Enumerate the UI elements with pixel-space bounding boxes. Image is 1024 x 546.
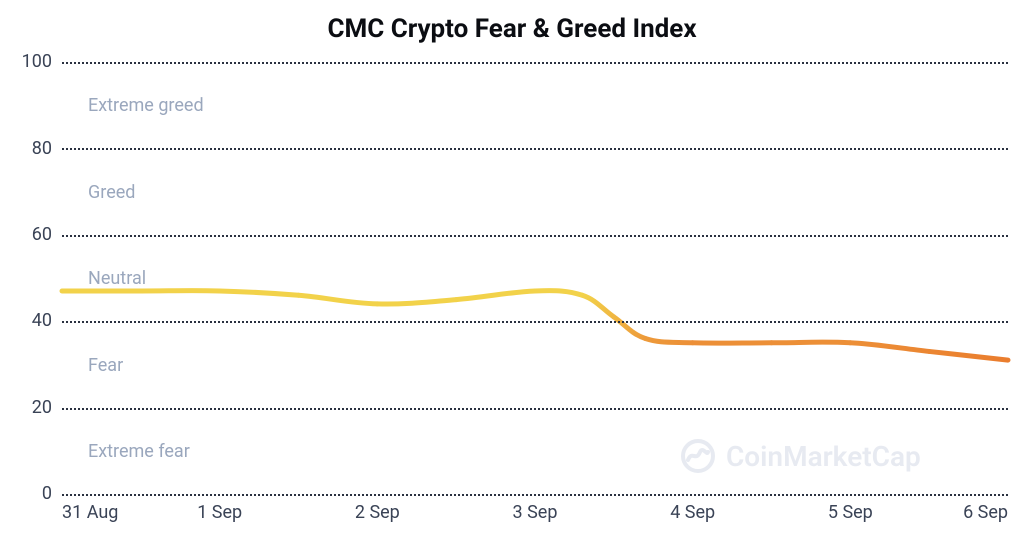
x-tick-label: 5 Sep bbox=[828, 502, 873, 523]
x-tick-label: 31 Aug bbox=[62, 502, 118, 523]
band-label: Fear bbox=[88, 355, 123, 376]
series-segment bbox=[614, 317, 646, 339]
gridline bbox=[62, 494, 1008, 496]
y-tick-label: 20 bbox=[32, 397, 52, 418]
series-segment bbox=[645, 338, 692, 342]
chart-title: CMC Crypto Fear & Greed Index bbox=[0, 14, 1024, 44]
plot-area bbox=[62, 62, 1008, 494]
x-tick-label: 4 Sep bbox=[670, 502, 715, 523]
y-tick-label: 100 bbox=[22, 51, 52, 72]
series-segment bbox=[850, 343, 929, 352]
series-segment bbox=[772, 342, 851, 343]
series-segment bbox=[299, 295, 378, 304]
gridline bbox=[62, 62, 1008, 64]
band-label: Greed bbox=[88, 182, 135, 203]
y-tick-label: 0 bbox=[42, 483, 52, 504]
series-segment bbox=[456, 291, 535, 300]
y-tick-label: 40 bbox=[32, 310, 52, 331]
series-segment bbox=[535, 291, 582, 296]
y-tick-label: 80 bbox=[32, 138, 52, 159]
x-tick-label: 3 Sep bbox=[513, 502, 558, 523]
fear-greed-chart: CMC Crypto Fear & Greed Index CoinMarket… bbox=[0, 0, 1024, 546]
x-tick-label: 1 Sep bbox=[197, 502, 242, 523]
gridline bbox=[62, 321, 1008, 323]
series-segment bbox=[929, 351, 1008, 360]
gridline bbox=[62, 148, 1008, 150]
band-label: Extreme greed bbox=[88, 95, 204, 116]
band-label: Neutral bbox=[88, 268, 146, 289]
gridline bbox=[62, 408, 1008, 410]
gridline bbox=[62, 235, 1008, 237]
series-segment bbox=[377, 300, 456, 304]
series-segment bbox=[582, 295, 614, 317]
x-tick-label: 2 Sep bbox=[355, 502, 400, 523]
line-series bbox=[62, 62, 1008, 494]
y-tick-label: 60 bbox=[32, 224, 52, 245]
x-tick-label: 6 Sep bbox=[963, 502, 1008, 523]
band-label: Extreme fear bbox=[88, 441, 190, 462]
series-segment bbox=[220, 291, 299, 295]
